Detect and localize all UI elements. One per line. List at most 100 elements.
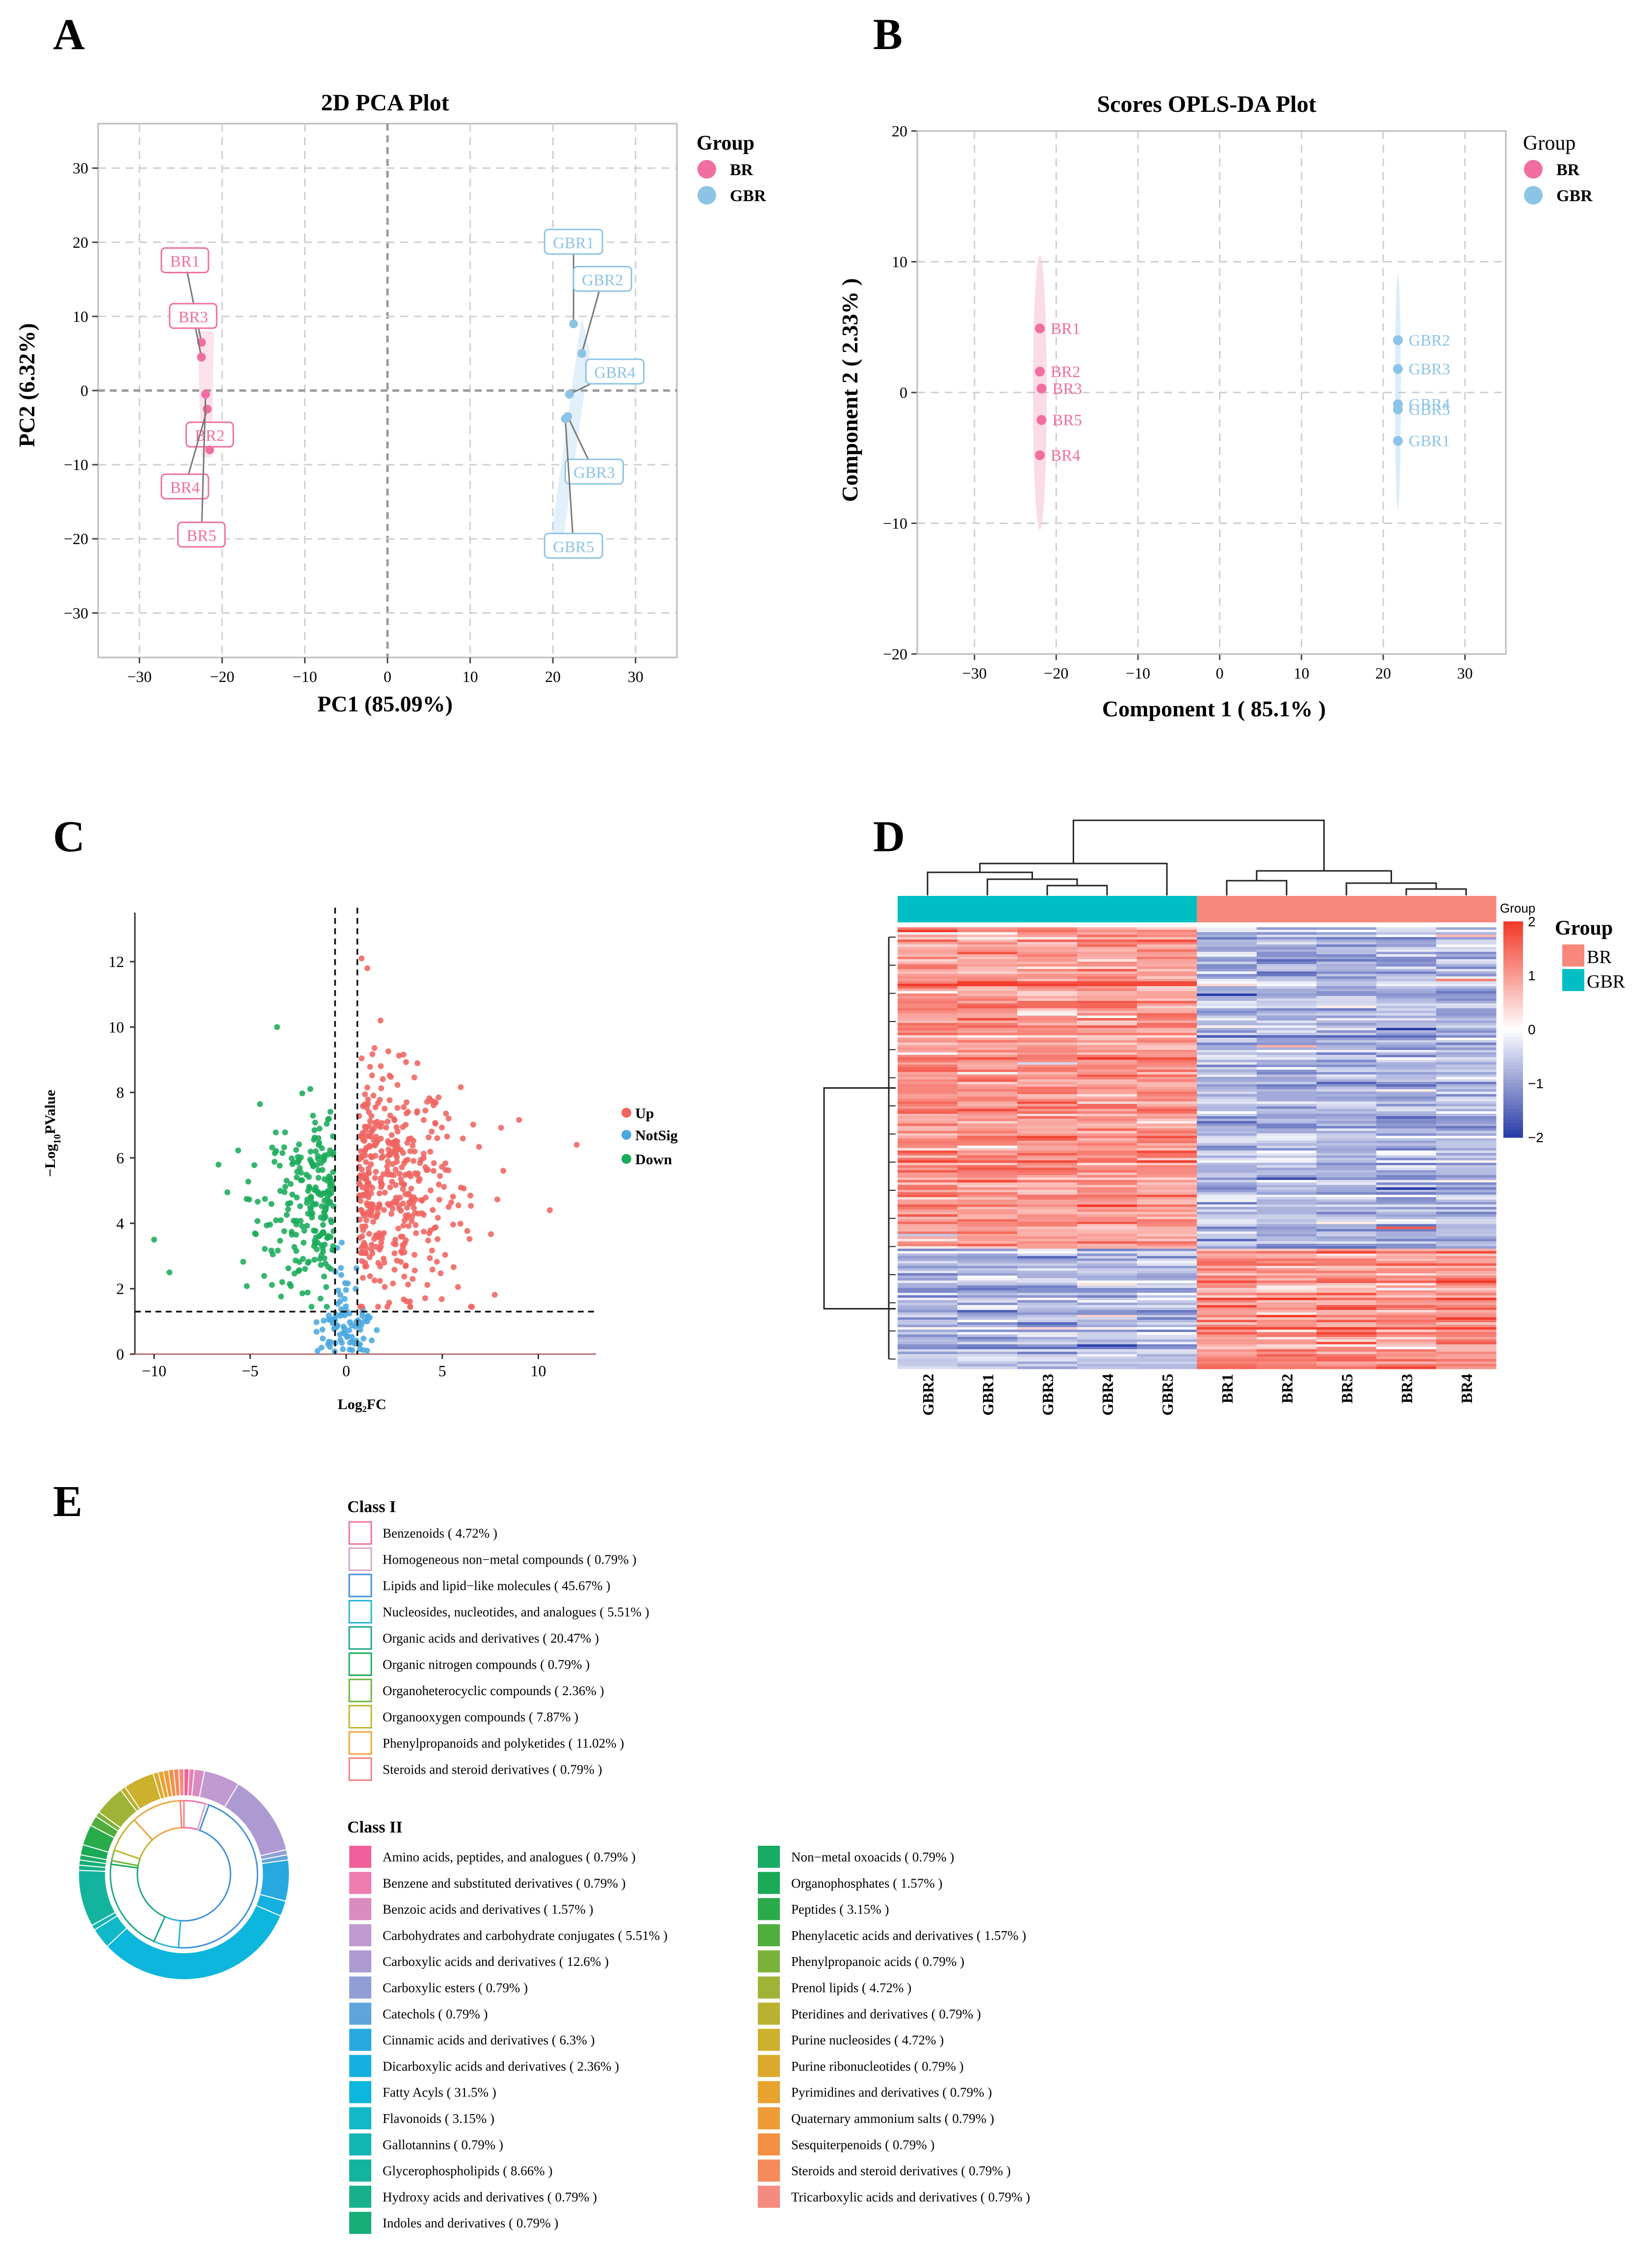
heatmap-cell: [1137, 1310, 1197, 1313]
heatmap-cell: [1137, 1330, 1197, 1333]
heatmap-cell: [898, 1249, 958, 1252]
heatmap-cell: [898, 1288, 958, 1291]
heatmap-cell: [898, 1097, 958, 1099]
heatmap-cell: [1436, 1330, 1497, 1333]
heatmap-cell: [1197, 1045, 1257, 1048]
heatmap-cell: [1017, 1062, 1078, 1065]
heatmap-cell: [1436, 1288, 1497, 1291]
heatmap-cell: [957, 1359, 1018, 1362]
pca-ylabel: PC2 (6.32%): [14, 323, 39, 447]
heatmap-cell: [1017, 1119, 1078, 1122]
heatmap-cell: [1137, 1192, 1197, 1195]
heatmap-cell: [1197, 1008, 1257, 1011]
heatmap-colorbar-step: [1503, 1025, 1523, 1030]
heatmap-cell: [898, 1212, 958, 1215]
heatmap-cell: [1197, 1018, 1257, 1021]
heatmap-cell: [1436, 1038, 1497, 1041]
heatmap-cell: [1077, 1092, 1137, 1095]
class2-legend-label: Purine ribonucleotides ( 0.79% ): [791, 2059, 964, 2073]
volcano-point-notsig: [318, 1344, 325, 1351]
heatmap-cell: [1077, 1099, 1137, 1102]
volcano-point-notsig: [353, 1265, 360, 1271]
heatmap-cell: [1197, 1057, 1257, 1060]
volcano-point-up: [445, 1204, 452, 1210]
heatmap-cell: [957, 952, 1018, 955]
volcano-point-up: [406, 1223, 412, 1229]
heatmap-cell: [1017, 1128, 1078, 1131]
volcano-point-up: [443, 1110, 449, 1117]
volcano-point-notsig: [341, 1296, 348, 1302]
heatmap-cell: [1077, 1310, 1137, 1313]
volcano-legend-down-swatch: [621, 1154, 631, 1164]
heatmap-cell: [1376, 1236, 1437, 1239]
heatmap-cell: [1436, 1158, 1497, 1161]
volcano-point-up: [429, 1247, 435, 1254]
heatmap-cell: [1137, 1337, 1197, 1340]
heatmap-cell: [1376, 1128, 1437, 1131]
heatmap-cell: [1137, 1160, 1197, 1163]
heatmap-cell: [1017, 1143, 1078, 1146]
heatmap-cell: [1077, 964, 1137, 967]
heatmap-cell: [1316, 1011, 1377, 1014]
heatmap-cell: [1197, 1168, 1257, 1171]
heatmap-cell: [1017, 1234, 1078, 1237]
heatmap-cell: [898, 1121, 958, 1124]
heatmap-cell: [957, 1361, 1018, 1364]
heatmap-cell: [1077, 1187, 1137, 1190]
heatmap-cell: [1137, 1251, 1197, 1254]
class2-legend-swatch: [349, 2185, 371, 2208]
heatmap-cell: [957, 969, 1018, 972]
heatmap-cell: [1017, 1187, 1078, 1190]
heatmap-cell: [1077, 976, 1137, 979]
heatmap-cell: [1137, 969, 1197, 972]
oplsda-gbr-point: [1393, 364, 1403, 374]
volcano-point-down: [277, 1162, 283, 1169]
heatmap-cell: [1197, 979, 1257, 982]
heatmap-cell: [1257, 989, 1317, 992]
heatmap-cell: [1137, 1153, 1197, 1156]
heatmap-cell: [957, 1293, 1018, 1296]
oplsda-gbr-point-label: GBR3: [1409, 361, 1450, 378]
heatmap-cell: [1197, 1300, 1257, 1303]
heatmap-cell: [1316, 1212, 1377, 1215]
sunburst-inner-segment: [179, 1800, 185, 1829]
heatmap-cell: [1017, 1165, 1078, 1168]
heatmap-cell: [957, 1092, 1018, 1095]
heatmap-cell: [1436, 1170, 1497, 1173]
volcano-point-down: [299, 1223, 305, 1230]
heatmap-cell: [1197, 1219, 1257, 1222]
heatmap-cell: [1257, 1040, 1317, 1043]
heatmap-cell: [898, 1146, 958, 1149]
volcano-point-down: [311, 1127, 318, 1133]
heatmap-cell: [1017, 1219, 1078, 1222]
heatmap-cell: [1197, 1055, 1257, 1058]
volcano-point-up: [439, 1296, 445, 1302]
class2-legend-swatch: [349, 2107, 371, 2129]
volcano-point-down: [312, 1184, 319, 1191]
volcano-point-up: [361, 1124, 368, 1130]
volcano-point-down: [298, 1177, 304, 1183]
heatmap-cell: [957, 1178, 1018, 1180]
heatmap-cell: [1137, 1185, 1197, 1188]
volcano-point-down: [277, 1237, 284, 1244]
heatmap-cell: [957, 1094, 1018, 1097]
heatmap-cell: [1077, 1332, 1137, 1335]
heatmap-colorbar-step: [1503, 1033, 1523, 1037]
volcano-point-up: [411, 1158, 417, 1164]
heatmap-cell: [1436, 1018, 1497, 1021]
volcano-point-down: [281, 1144, 287, 1151]
heatmap-cell: [1137, 1219, 1197, 1222]
heatmap-cell: [957, 1227, 1018, 1230]
volcano-point-down: [244, 1283, 250, 1289]
heatmap-cell: [1376, 989, 1437, 992]
heatmap-cell: [1017, 1300, 1078, 1303]
heatmap-colorbar-step: [1503, 1094, 1523, 1099]
heatmap-cell: [898, 1030, 958, 1033]
volcano-point-down: [325, 1152, 332, 1158]
heatmap-cell: [1316, 954, 1377, 957]
volcano-point-down: [275, 1247, 281, 1254]
heatmap-cell: [1316, 1335, 1377, 1337]
heatmap-cell: [898, 1033, 958, 1036]
heatmap-cell: [898, 1094, 958, 1097]
